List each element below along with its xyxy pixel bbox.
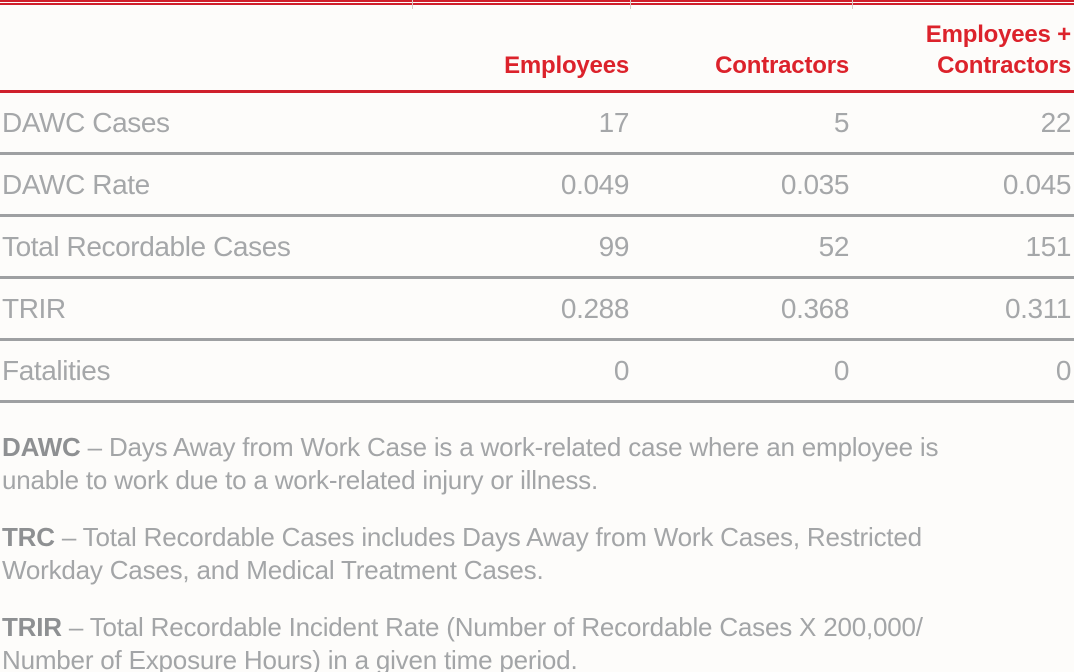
column-header-employees-plus-contractors: Employees + Contractors [925,21,1071,79]
table-row-dawc-rate: DAWC Rate 0.049 0.035 0.045 [0,155,1074,217]
table-row-trir: TRIR 0.288 0.368 0.311 [0,279,1074,341]
footnote-trc: TRC – Total Recordable Cases includes Da… [2,521,1074,587]
cell-value: 0 [1055,354,1072,386]
cell-value: 0.288 [560,292,629,324]
footnote-text: – Total Recordable Incident Rate (Number… [61,612,923,642]
cell-value: 0.311 [1005,292,1071,324]
row-label: Fatalities [2,354,111,386]
cell-value: 52 [818,230,850,262]
footnote-term: DAWC [2,432,81,462]
column-header-contractors: Contractors [715,52,849,79]
footnote-line: Number of Exposure Hours) in a given tim… [2,645,578,672]
cell-value: 0 [613,354,630,386]
row-label: Total Recordable Cases [2,230,291,262]
table-row-fatalities: Fatalities 0 0 0 [0,341,1074,403]
cell-value: 5 [833,106,850,138]
table-top-border [0,0,1074,5]
footnote-line: unable to work due to a work-related inj… [2,465,598,495]
footnote-line: TRC – Total Recordable Cases includes Da… [2,521,1074,554]
row-label: DAWC Rate [2,168,150,200]
footnote-trir: TRIR – Total Recordable Incident Rate (N… [2,611,1074,672]
cell-value: 151 [1025,230,1071,262]
column-header-employees: Employees [504,52,629,79]
footnote-text: – Total Recordable Cases includes Days A… [54,522,922,552]
footnote-term: TRC [2,522,55,552]
cell-value: 0.045 [1002,168,1071,200]
footnote-term: TRIR [2,612,62,642]
row-label: TRIR [2,292,66,324]
footnote-line: Workday Cases, and Medical Treatment Cas… [2,555,544,585]
table-row-dawc-cases: DAWC Cases 17 5 22 [0,93,1074,155]
table-header-row: Employees Contractors Employees + Contra… [0,5,1074,93]
column-header-blank [0,5,412,90]
footnote-line: TRIR – Total Recordable Incident Rate (N… [2,611,1074,644]
footnote-line: DAWC – Days Away from Work Case is a wor… [2,431,1074,464]
cell-value: 0 [833,354,850,386]
cell-value: 22 [1040,106,1072,138]
cell-value: 17 [598,106,630,138]
row-label: DAWC Cases [2,106,170,138]
table-body: DAWC Cases 17 5 22 DAWC Rate 0.049 0.035… [0,93,1074,403]
table-row-total-recordable-cases: Total Recordable Cases 99 52 151 [0,217,1074,279]
footnote-text: – Days Away from Work Case is a work-rel… [80,432,939,462]
column-divider-tick [630,0,631,9]
footnotes-section: DAWC – Days Away from Work Case is a wor… [0,403,1074,672]
cell-value: 99 [598,230,630,262]
column-divider-tick [852,0,853,9]
cell-value: 0.035 [780,168,849,200]
cell-value: 0.049 [560,168,629,200]
column-divider-tick [412,0,413,9]
cell-value: 0.368 [780,292,849,324]
footnote-dawc: DAWC – Days Away from Work Case is a wor… [2,431,1074,497]
